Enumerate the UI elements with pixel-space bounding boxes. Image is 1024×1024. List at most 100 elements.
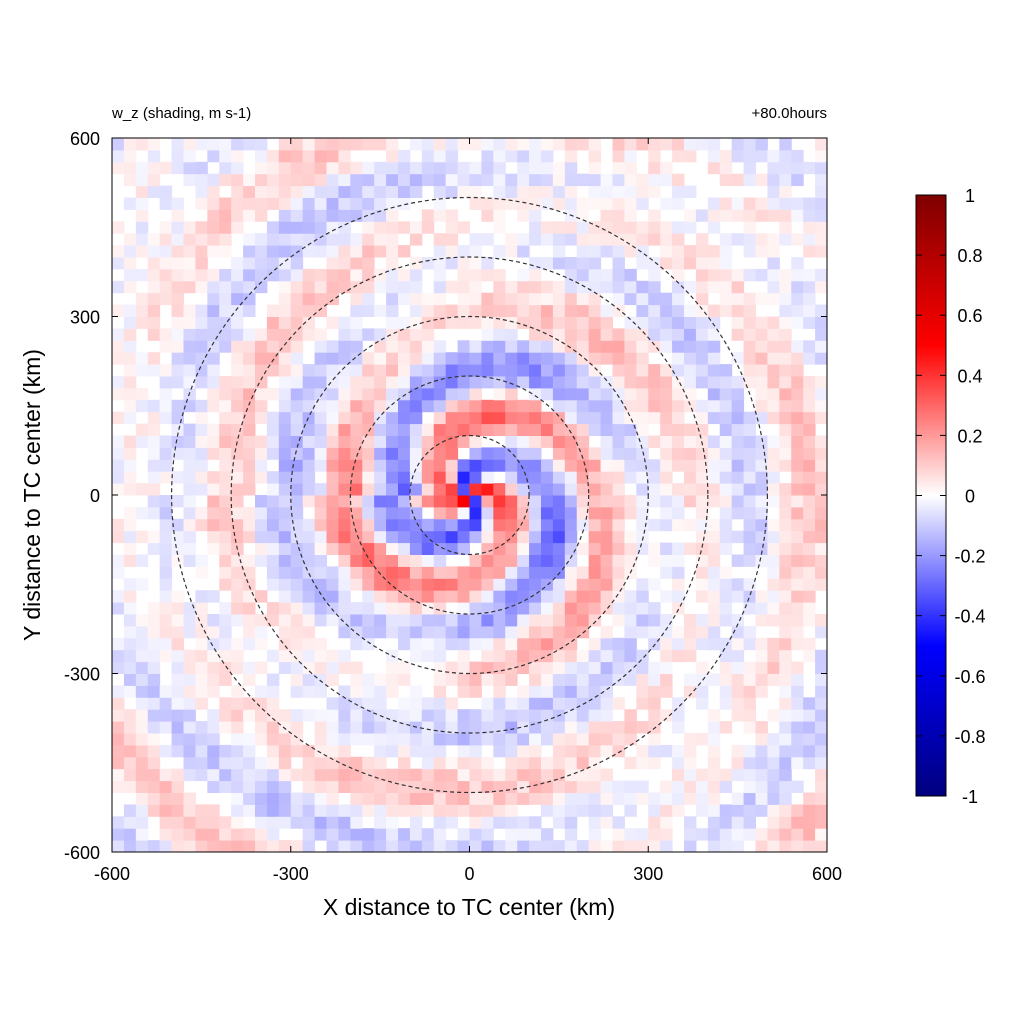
heatmap-cell xyxy=(326,804,339,817)
heatmap-cell xyxy=(326,221,339,234)
heatmap-cell xyxy=(195,435,208,448)
heatmap-cell xyxy=(529,709,542,722)
heatmap-cell xyxy=(648,376,661,389)
heatmap-cell xyxy=(600,530,613,544)
heatmap-cell xyxy=(362,459,375,472)
heatmap-cell xyxy=(302,637,316,651)
heatmap-cell xyxy=(648,709,661,722)
heatmap-cell xyxy=(588,280,602,294)
heatmap-cell xyxy=(636,376,649,389)
heatmap-cell xyxy=(469,614,482,627)
heatmap-cell xyxy=(326,566,339,579)
heatmap-cell xyxy=(338,459,351,472)
heatmap-cell xyxy=(409,292,423,306)
heatmap-cell xyxy=(767,197,780,210)
heatmap-cell xyxy=(386,257,399,270)
heatmap-cell xyxy=(803,828,816,841)
heatmap-cell xyxy=(517,542,530,555)
heatmap-cell xyxy=(505,423,518,436)
heatmap-cell xyxy=(636,744,649,758)
heatmap-cell xyxy=(374,483,387,496)
heatmap-cell xyxy=(362,423,375,436)
heatmap-cell xyxy=(112,459,125,472)
heatmap-cell xyxy=(326,661,339,674)
heatmap-cell xyxy=(600,268,613,282)
heatmap-cell xyxy=(195,245,208,258)
heatmap-cell xyxy=(695,685,709,698)
heatmap-cell xyxy=(684,209,697,222)
heatmap-cell xyxy=(576,364,590,377)
heatmap-cell xyxy=(588,221,602,234)
heatmap-cell xyxy=(147,173,161,187)
heatmap-cell xyxy=(243,328,256,341)
heatmap-cell xyxy=(731,209,745,222)
heatmap-cell xyxy=(147,352,161,365)
heatmap-cell xyxy=(231,471,244,484)
heatmap-cell xyxy=(338,495,351,508)
heatmap-cell xyxy=(219,828,232,841)
heatmap-cell xyxy=(278,804,292,817)
heatmap-cell xyxy=(350,316,363,329)
heatmap-cell xyxy=(171,304,184,317)
heatmap-cell xyxy=(421,340,435,353)
heatmap-cell xyxy=(719,590,733,603)
heatmap-cell xyxy=(278,340,292,353)
heatmap-cell xyxy=(123,245,137,258)
heatmap-cell xyxy=(219,614,232,627)
heatmap-cell xyxy=(815,233,827,246)
heatmap-cell xyxy=(493,637,506,651)
heatmap-cell xyxy=(529,780,542,793)
heatmap-cell xyxy=(302,209,316,222)
heatmap-cell xyxy=(290,280,304,294)
heatmap-cell xyxy=(266,614,280,627)
colorbar-tick-label: 0.2 xyxy=(957,426,982,446)
heatmap-cell xyxy=(302,840,316,852)
heatmap-cell xyxy=(481,733,494,746)
heatmap-cell xyxy=(469,316,482,329)
heatmap-cell xyxy=(326,233,339,246)
heatmap-cell xyxy=(755,637,768,651)
heatmap-cell xyxy=(398,328,411,341)
heatmap-cell xyxy=(779,578,792,591)
heatmap-cell xyxy=(791,673,804,686)
heatmap-cell xyxy=(505,399,518,413)
heatmap-cell xyxy=(278,387,292,401)
heatmap-cell xyxy=(517,768,530,782)
heatmap-cell xyxy=(552,506,566,520)
heatmap-cell xyxy=(386,566,399,579)
heatmap-cell xyxy=(195,733,208,746)
heatmap-cell xyxy=(207,185,220,198)
heatmap-cell xyxy=(803,506,816,520)
heatmap-cell xyxy=(779,518,792,532)
heatmap-cell xyxy=(529,340,542,353)
heatmap-cell xyxy=(123,840,137,852)
heatmap-cell xyxy=(302,578,316,591)
heatmap-cell xyxy=(433,649,447,663)
heatmap-cell xyxy=(767,566,780,579)
heatmap-cell xyxy=(231,423,244,436)
heatmap-cell xyxy=(707,518,721,532)
heatmap-cell xyxy=(576,268,590,282)
heatmap-cell xyxy=(255,447,268,460)
heatmap-cell xyxy=(731,411,745,425)
heatmap-cell xyxy=(815,828,827,841)
heatmap-cell xyxy=(719,173,733,187)
heatmap-cell xyxy=(338,518,351,532)
heatmap-cell xyxy=(123,459,137,472)
heatmap-cell xyxy=(290,506,304,520)
heatmap-cell xyxy=(552,173,566,187)
heatmap-cell xyxy=(469,590,482,603)
heatmap-cell xyxy=(517,471,530,484)
heatmap-cell xyxy=(278,459,292,472)
heatmap-cell xyxy=(624,411,637,425)
heatmap-cell xyxy=(147,495,161,508)
heatmap-cell xyxy=(505,173,518,187)
heatmap-cell xyxy=(815,435,827,448)
colorbar-tick-label: -0.8 xyxy=(954,727,985,747)
heatmap-cell xyxy=(517,459,530,472)
heatmap-cell xyxy=(517,483,530,496)
heatmap-cell xyxy=(362,173,375,187)
heatmap-cell xyxy=(803,721,816,734)
heatmap-cell xyxy=(588,649,602,663)
heatmap-cell xyxy=(564,471,578,484)
